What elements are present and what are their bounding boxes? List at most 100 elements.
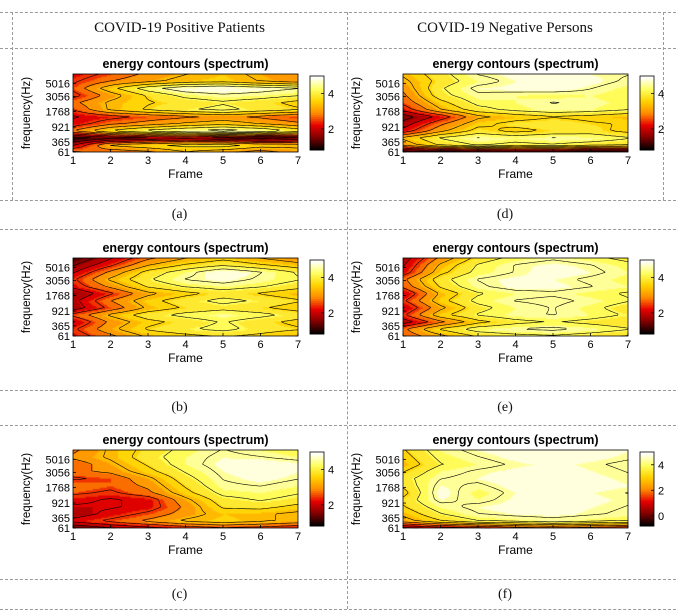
y-tick-label: 1768 xyxy=(376,106,400,118)
y-tick-label: 61 xyxy=(58,523,70,535)
y-tick-label: 1768 xyxy=(46,290,70,302)
chart-f: energy contours (spectrum) 1 2 3 4 5 6 7 Frame 61… xyxy=(351,433,664,557)
colorbar-tick-label: 2 xyxy=(658,485,664,497)
y-tick-label: 1768 xyxy=(46,106,70,118)
y-axis-label: frequency(Hz) xyxy=(351,77,363,149)
chart-title: energy contours (spectrum) xyxy=(432,57,598,71)
header-negative: COVID-19 Negative Persons xyxy=(417,20,593,36)
y-tick-label: 5016 xyxy=(46,262,70,274)
y-tick-label: 921 xyxy=(52,498,70,510)
y-tick-label: 365 xyxy=(52,513,70,525)
y-tick-label: 61 xyxy=(58,331,70,343)
caption-e: (e) xyxy=(497,400,513,415)
plot-e: energy contours (spectrum) 1 2 3 4 5 6 7 Frame 61… xyxy=(338,236,668,386)
y-axis-label: frequency(Hz) xyxy=(21,453,33,525)
table-border xyxy=(0,579,676,580)
x-tick-label: 7 xyxy=(295,155,301,167)
x-tick-label: 5 xyxy=(220,339,226,351)
table-border-right xyxy=(663,12,664,200)
x-tick-label: 1 xyxy=(400,339,406,351)
chart-title: energy contours (spectrum) xyxy=(432,241,598,255)
caption-b: (b) xyxy=(171,400,188,415)
colorbar-tick-label: 4 xyxy=(658,273,664,285)
y-tick-label: 61 xyxy=(388,523,400,535)
x-tick-label: 3 xyxy=(145,531,151,543)
y-tick-label: 5016 xyxy=(376,78,400,90)
x-axis-label: Frame xyxy=(168,167,203,181)
y-tick-label: 921 xyxy=(52,122,70,134)
contour-lines xyxy=(402,257,629,337)
x-tick-label: 2 xyxy=(107,155,113,167)
chart-c: energy contours (spectrum) 1 2 3 4 5 6 7 Frame 61… xyxy=(21,433,334,557)
x-tick-label: 3 xyxy=(475,339,481,351)
y-tick-label: 3056 xyxy=(376,468,400,480)
table-border-header xyxy=(0,48,676,49)
x-tick-label: 3 xyxy=(475,531,481,543)
contour-fill xyxy=(403,258,628,336)
y-tick-label: 365 xyxy=(382,513,400,525)
colorbar xyxy=(309,75,325,151)
table-border xyxy=(0,229,676,230)
x-axis-label: Frame xyxy=(498,167,533,181)
y-tick-label: 61 xyxy=(388,147,400,159)
caption-d: (d) xyxy=(496,207,514,222)
contour-fill xyxy=(403,74,628,152)
chart-title: energy contours (spectrum) xyxy=(102,241,268,255)
colorbar-tick-label: 0 xyxy=(658,511,664,523)
colorbar xyxy=(639,75,655,151)
x-axis-label: Frame xyxy=(498,543,533,557)
caption-a: (a) xyxy=(171,207,188,222)
chart-b: energy contours (spectrum) 1 2 3 4 5 6 7 Frame 61… xyxy=(21,241,334,365)
x-tick-label: 3 xyxy=(145,155,151,167)
y-axis-label: frequency(Hz) xyxy=(351,453,363,525)
y-tick-label: 921 xyxy=(52,306,70,318)
x-tick-label: 3 xyxy=(475,155,481,167)
table-border xyxy=(0,425,676,426)
y-tick-label: 921 xyxy=(382,306,400,318)
x-tick-label: 5 xyxy=(220,155,226,167)
y-tick-label: 5016 xyxy=(46,454,70,466)
chart-a: energy contours (spectrum) 1 2 3 4 5 6 7 Frame 61… xyxy=(21,57,334,181)
caption-f: (f) xyxy=(498,587,512,602)
x-tick-label: 6 xyxy=(587,531,593,543)
x-tick-label: 7 xyxy=(625,155,631,167)
y-tick-label: 61 xyxy=(388,331,400,343)
y-tick-label: 365 xyxy=(52,321,70,333)
colorbar-tick-label: 4 xyxy=(328,465,334,477)
x-tick-label: 2 xyxy=(107,339,113,351)
table-border-left xyxy=(12,12,13,200)
x-tick-label: 5 xyxy=(550,155,556,167)
y-tick-label: 3056 xyxy=(376,276,400,288)
colorbar-tick-label: 2 xyxy=(328,124,334,136)
y-tick-label: 3056 xyxy=(46,92,70,104)
contour-lines xyxy=(72,73,299,153)
colorbar-tick-label: 4 xyxy=(658,89,664,101)
colorbar xyxy=(309,451,325,527)
x-tick-label: 6 xyxy=(257,339,263,351)
colorbar-tick-label: 4 xyxy=(328,273,334,285)
plot-a: energy contours (spectrum) 1 2 3 4 5 6 7 Frame 61… xyxy=(8,52,338,202)
x-tick-label: 6 xyxy=(587,155,593,167)
colorbar-tick-label: 4 xyxy=(328,89,334,101)
chart-title: energy contours (spectrum) xyxy=(102,57,268,71)
colorbar-tick-label: 2 xyxy=(328,308,334,320)
colorbar-tick-label: 2 xyxy=(658,124,664,136)
chart-d: energy contours (spectrum) 1 2 3 4 5 6 7 Frame 61… xyxy=(351,57,664,181)
y-tick-label: 1768 xyxy=(376,482,400,494)
x-tick-label: 4 xyxy=(182,531,188,543)
y-tick-label: 3056 xyxy=(46,468,70,480)
y-tick-label: 365 xyxy=(382,137,400,149)
contour-fill xyxy=(73,258,298,336)
y-tick-label: 5016 xyxy=(376,454,400,466)
table-border xyxy=(0,390,676,391)
x-tick-label: 2 xyxy=(437,155,443,167)
y-tick-label: 5016 xyxy=(376,262,400,274)
colorbar-tick-label: 2 xyxy=(658,308,664,320)
x-axis-label: Frame xyxy=(498,351,533,365)
x-tick-label: 1 xyxy=(70,339,76,351)
x-tick-label: 1 xyxy=(70,531,76,543)
y-tick-label: 3056 xyxy=(46,276,70,288)
x-tick-label: 5 xyxy=(220,531,226,543)
x-tick-label: 5 xyxy=(550,339,556,351)
